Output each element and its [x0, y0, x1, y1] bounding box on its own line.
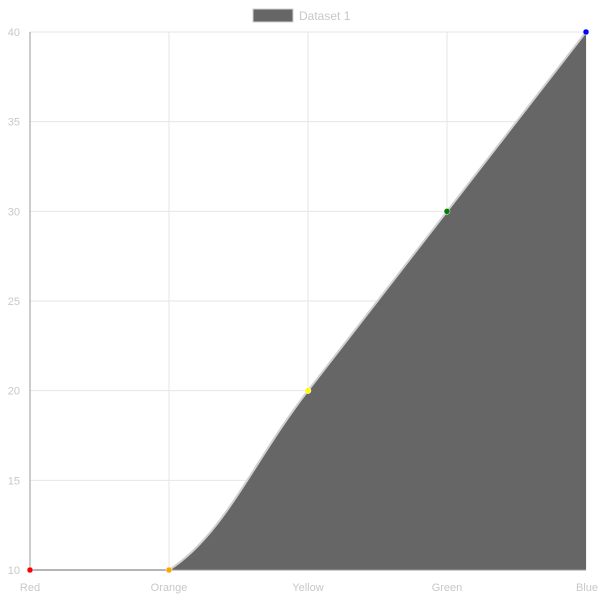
y-tick-label-25: 25	[8, 296, 20, 308]
legend[interactable]: Dataset 1	[252, 8, 351, 23]
legend-label-dataset-1[interactable]: Dataset 1	[299, 9, 351, 23]
data-point-blue[interactable]	[582, 28, 590, 36]
x-tick-label-orange: Orange	[151, 582, 188, 594]
y-tick-label-10: 10	[8, 565, 20, 577]
y-tick-label-20: 20	[8, 386, 20, 398]
axes	[29, 32, 586, 571]
data-point-red[interactable]	[26, 566, 34, 574]
x-tick-label-blue: Blue	[576, 582, 598, 594]
data-point-yellow[interactable]	[304, 387, 312, 394]
y-axis-tick-labels: 10 15 20 25 30 35 40	[8, 27, 20, 577]
y-tick-label-40: 40	[8, 27, 20, 39]
y-tick-label-35: 35	[8, 117, 20, 129]
area-fill-dataset-1	[30, 32, 586, 570]
legend-swatch-dataset-1[interactable]	[252, 8, 294, 23]
x-tick-label-red: Red	[20, 582, 40, 594]
data-point-orange[interactable]	[165, 566, 173, 574]
x-axis-tick-labels: Red Orange Yellow Green Blue	[20, 582, 598, 594]
data-points[interactable]	[26, 28, 590, 574]
x-tick-label-green: Green	[432, 582, 463, 594]
y-tick-label-30: 30	[8, 206, 20, 218]
data-point-green[interactable]	[443, 208, 451, 215]
y-tick-label-15: 15	[8, 475, 20, 487]
x-tick-label-yellow: Yellow	[292, 582, 323, 594]
